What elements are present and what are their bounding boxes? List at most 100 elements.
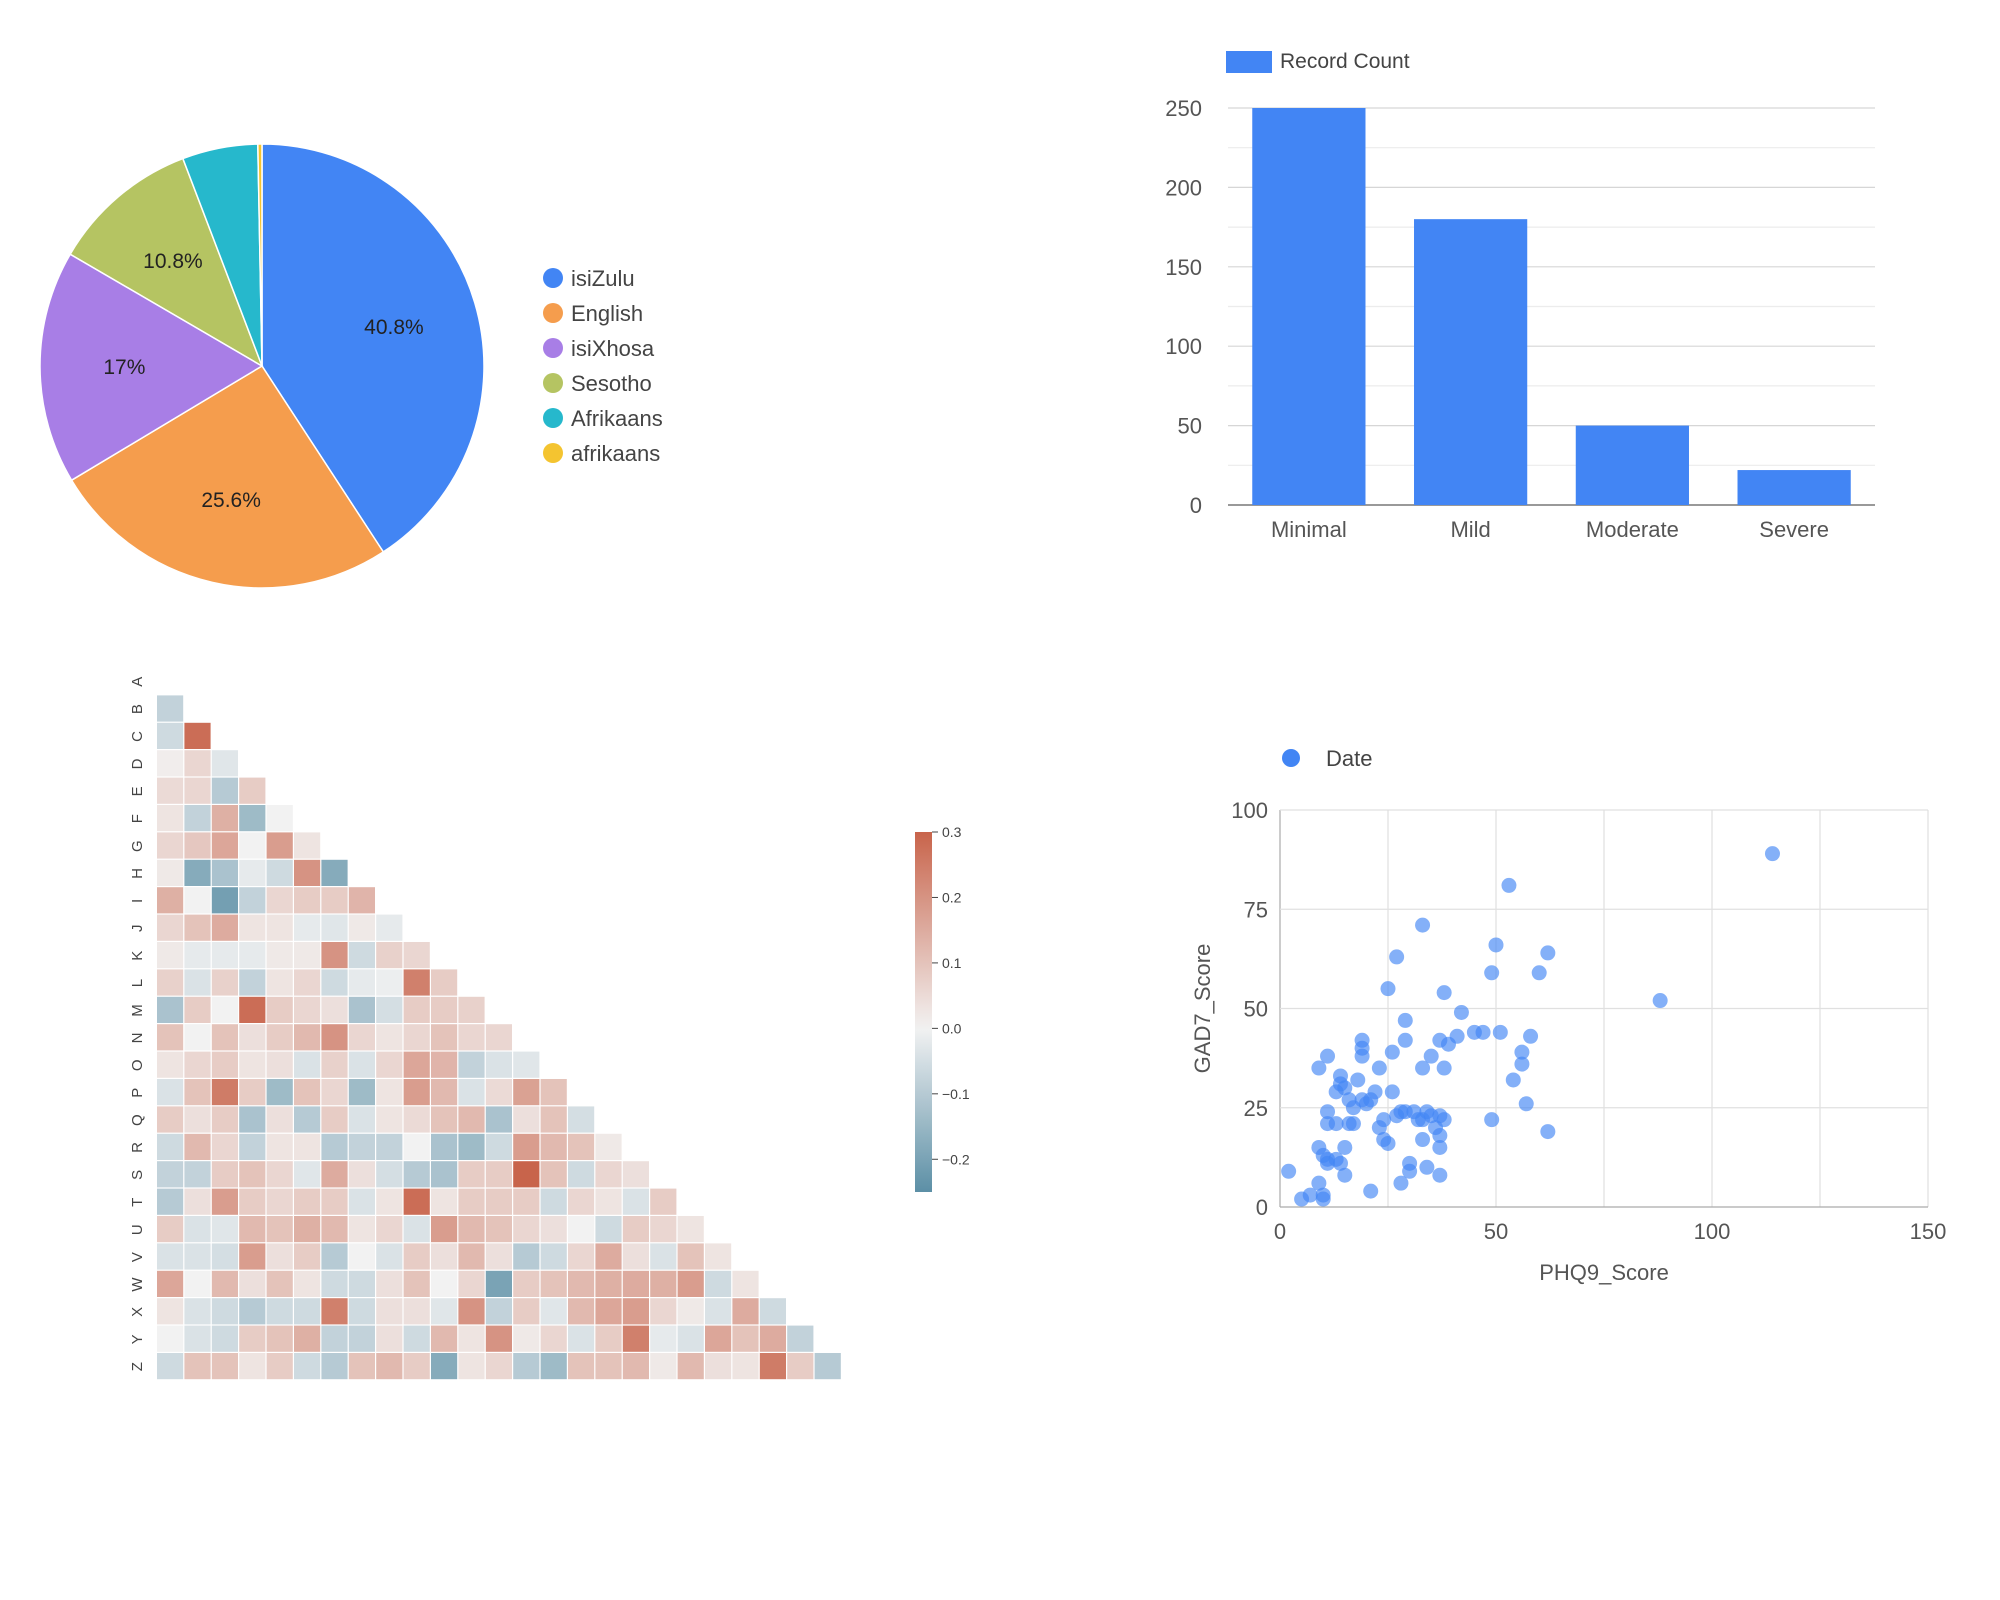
heat-cell-G-A — [157, 832, 184, 859]
heat-cell-V-R — [622, 1243, 649, 1270]
x-tick-label: Minimal — [1271, 517, 1347, 542]
scatter-point — [1311, 1175, 1327, 1191]
legend-swatch-isixhosa — [543, 338, 563, 358]
heat-cell-M-I — [376, 996, 403, 1023]
heat-cell-T-A — [157, 1188, 184, 1215]
heat-cell-F-B — [184, 805, 211, 832]
heat-cell-J-H — [348, 914, 375, 941]
y-tick-label: P — [129, 1088, 146, 1098]
heat-cell-C-B — [184, 722, 211, 749]
heat-cell-V-Q — [595, 1243, 622, 1270]
heat-cell-V-S — [650, 1243, 677, 1270]
y-tick-label: U — [129, 1224, 146, 1235]
colorbar-tick-label: 0.2 — [942, 889, 962, 905]
heat-cell-H-D — [239, 859, 266, 886]
heat-cell-Q-F — [294, 1106, 321, 1133]
heat-cell-S-G — [321, 1161, 348, 1188]
heat-cell-L-C — [211, 969, 238, 996]
heat-cell-I-E — [266, 887, 293, 914]
heat-cell-W-H — [348, 1270, 375, 1297]
y-tick-label: 0 — [1190, 493, 1202, 518]
scatter-point — [1389, 949, 1405, 965]
x-tick-label: B — [205, 1397, 215, 1400]
heat-cell-Z-C — [211, 1353, 238, 1380]
heat-cell-V-O — [540, 1243, 567, 1270]
heat-cell-I-H — [348, 887, 375, 914]
y-tick-label: D — [129, 758, 146, 769]
heat-cell-H-F — [294, 859, 321, 886]
heat-cell-T-S — [650, 1188, 677, 1215]
heat-cell-R-B — [184, 1133, 211, 1160]
x-tick-label: M — [505, 1397, 518, 1400]
heat-cell-I-A — [157, 887, 184, 914]
heat-cell-R-D — [239, 1133, 266, 1160]
heat-cell-Q-N — [513, 1106, 540, 1133]
heat-cell-T-Q — [595, 1188, 622, 1215]
x-tick-label: V — [753, 1397, 763, 1400]
y-tick-label: 250 — [1165, 96, 1202, 121]
heat-cell-O-N — [513, 1051, 540, 1078]
scatter-point — [1518, 1096, 1534, 1112]
scatter-point — [1376, 1112, 1392, 1128]
heat-cell-T-J — [403, 1188, 430, 1215]
y-tick-label: R — [129, 1142, 146, 1153]
y-tick-label: E — [129, 786, 146, 796]
heat-cell-V-A — [157, 1243, 184, 1270]
legend-swatch-date — [1282, 749, 1300, 767]
heat-cell-V-B — [184, 1243, 211, 1270]
heat-cell-R-N — [513, 1133, 540, 1160]
heat-cell-V-D — [239, 1243, 266, 1270]
bar-mild — [1414, 219, 1528, 505]
heat-cell-J-G — [321, 914, 348, 941]
heat-cell-J-A — [157, 914, 184, 941]
heat-cell-T-H — [348, 1188, 375, 1215]
colorbar — [915, 832, 932, 1192]
heat-cell-G-F — [294, 832, 321, 859]
heat-cell-R-H — [348, 1133, 375, 1160]
heat-cell-M-G — [321, 996, 348, 1023]
heat-cell-O-K — [431, 1051, 458, 1078]
x-tick-label: E — [287, 1397, 297, 1400]
heat-cell-N-E — [266, 1024, 293, 1051]
heat-cell-U-S — [650, 1216, 677, 1243]
heat-cell-V-K — [431, 1243, 458, 1270]
colorbar-tick-label: 0.3 — [942, 824, 962, 840]
legend-label-record-count: Record Count — [1280, 50, 1410, 73]
heat-cell-I-F — [294, 887, 321, 914]
heat-cell-R-Q — [595, 1133, 622, 1160]
heat-cell-P-G — [321, 1079, 348, 1106]
x-tick-label: L — [480, 1397, 488, 1400]
heat-cell-O-L — [458, 1051, 485, 1078]
heat-cell-P-J — [403, 1079, 430, 1106]
heat-cell-W-O — [540, 1270, 567, 1297]
x-tick-label: X — [808, 1397, 818, 1400]
scatter-point — [1540, 1124, 1556, 1140]
scatter-point — [1523, 1028, 1539, 1044]
scatter-point — [1380, 1135, 1396, 1151]
heat-cell-Y-I — [376, 1325, 403, 1352]
heat-cell-P-N — [513, 1079, 540, 1106]
y-tick-label: G — [129, 840, 146, 852]
legend-label-date: Date — [1326, 746, 1372, 771]
heat-cell-Z-O — [540, 1353, 567, 1380]
colorbar-tick-label: −0.1 — [942, 1086, 970, 1102]
legend-label-afrikaans: afrikaans — [571, 441, 660, 466]
heat-cell-P-O — [540, 1079, 567, 1106]
pie-slice-isixhosa — [39, 253, 264, 482]
scatter-point — [1419, 1159, 1435, 1175]
y-axis-title: GAD7_Score — [1190, 944, 1215, 1074]
y-tick-label: 25 — [1244, 1096, 1268, 1121]
heat-cell-U-K — [431, 1216, 458, 1243]
heat-cell-W-A — [157, 1270, 184, 1297]
scatter-point — [1415, 1060, 1431, 1076]
heat-cell-P-D — [239, 1079, 266, 1106]
legend-label-english: English — [571, 301, 643, 326]
bar-minimal — [1252, 108, 1366, 505]
heat-cell-T-G — [321, 1188, 348, 1215]
y-tick-label: M — [129, 1004, 146, 1017]
scatter-point — [1505, 1072, 1521, 1088]
scatter-point — [1402, 1163, 1418, 1179]
heat-cell-K-D — [239, 942, 266, 969]
heat-cell-H-B — [184, 859, 211, 886]
x-tick-label: K — [452, 1397, 462, 1400]
